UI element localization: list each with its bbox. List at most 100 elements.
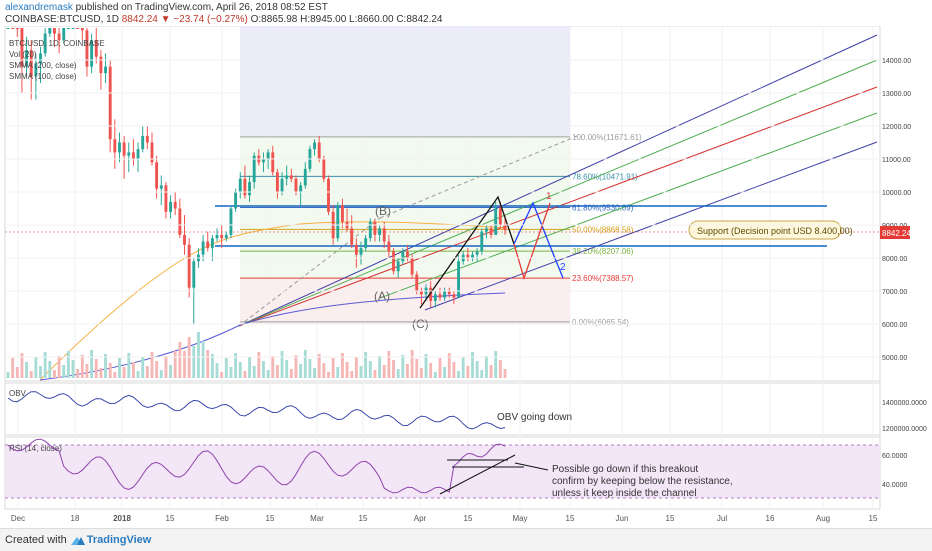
- candle-body: [192, 261, 196, 288]
- volume-bar: [243, 371, 247, 378]
- volume-bar: [378, 356, 382, 378]
- volume-bar: [15, 367, 19, 378]
- x-tick-label: 16: [766, 514, 775, 523]
- rsi-note-line1: Possible go down if this breakout: [552, 464, 698, 475]
- fib-level-label: 100.00%(11671.61): [572, 133, 642, 142]
- y-tick-label: 11000.00: [882, 157, 911, 164]
- y-tick-label: 7000.00: [882, 289, 907, 296]
- x-tick-label: 15: [566, 514, 575, 523]
- volume-bar: [215, 363, 219, 378]
- rsi-title: RSI (14, close): [9, 444, 62, 453]
- volume-bar: [280, 351, 284, 378]
- candle-body: [271, 152, 275, 173]
- obv-indicator: OBV OBV going down 1400000.0000 1200000.…: [7, 389, 927, 433]
- candle-body: [215, 234, 219, 239]
- candle-body: [66, 28, 70, 29]
- candle-body: [201, 241, 205, 255]
- last-price-tag-text: 8842.24: [882, 229, 911, 238]
- volume-bar: [382, 365, 386, 378]
- fibonacci-retracement: 100.00%(11671.61) 78.60%(10471.91) 61.80%(…: [240, 133, 642, 327]
- chart-legend: BTC/USD, 1D, COINBASE Vol (20) SMMA (200…: [9, 39, 105, 81]
- x-tick-label: Jun: [616, 514, 629, 523]
- volume-bar: [438, 358, 442, 378]
- volume-bar: [62, 365, 66, 378]
- volume-bar: [104, 354, 107, 378]
- candle-body: [489, 228, 493, 235]
- volume-bar: [271, 356, 275, 378]
- wave-2-label: 2: [560, 262, 566, 273]
- fib-level-label: 78.60%(10471.91): [572, 172, 638, 181]
- volume-bar: [210, 354, 214, 378]
- fib-level-label: 50.00%(8868.58): [572, 225, 634, 234]
- candle-body: [280, 178, 284, 192]
- candle-body: [443, 291, 447, 298]
- volume-bar: [266, 370, 270, 378]
- close-price: C:8842.24: [396, 14, 443, 25]
- candle-body: [113, 139, 117, 153]
- author-link[interactable]: alexandremask: [5, 2, 73, 13]
- price-chart[interactable]: 100.00%(11671.61) 78.60%(10471.91) 61.80%(…: [0, 26, 932, 528]
- candle-body: [387, 241, 391, 252]
- last-price: 8842.24: [121, 14, 158, 25]
- candle-body: [71, 28, 75, 29]
- rsi-indicator: RSI (14, close) Possible go down if this…: [5, 438, 907, 499]
- candle-body: [155, 162, 159, 189]
- candle-body: [57, 33, 61, 41]
- volume-bar: [131, 362, 135, 378]
- volume-bar: [433, 372, 437, 378]
- candle-body: [39, 53, 42, 64]
- volume-bar: [489, 365, 493, 378]
- volume-bar: [113, 372, 117, 378]
- volume-bar: [406, 364, 409, 378]
- volume-bar: [248, 357, 251, 378]
- candle-body: [373, 221, 377, 235]
- candle-body: [452, 294, 456, 298]
- volume-bar: [299, 364, 303, 378]
- volume-bar: [145, 366, 149, 378]
- candle-body: [289, 175, 293, 179]
- open-price: O:8865.98: [250, 14, 298, 25]
- candle-body: [136, 149, 140, 159]
- volume-bar: [303, 350, 307, 378]
- volume-bar: [313, 368, 317, 378]
- candle-body: [6, 28, 10, 29]
- volume-bar: [447, 353, 451, 378]
- fib-level-label: 61.80%(9530.09): [572, 204, 634, 213]
- legend-symbol: BTC/USD, 1D, COINBASE: [9, 39, 105, 48]
- volume-bar: [396, 369, 400, 378]
- volume-bar: [25, 362, 29, 378]
- candle-body: [48, 28, 52, 34]
- candle-body: [94, 40, 98, 57]
- fib-upper-shade: [240, 26, 570, 136]
- candle-body: [173, 201, 177, 209]
- candle-body: [327, 178, 330, 212]
- y-tick-label: 12000.00: [882, 124, 911, 131]
- y-tick-label: 14000.00: [882, 58, 911, 65]
- x-tick-label: 15: [166, 514, 175, 523]
- candle-body: [498, 208, 502, 225]
- volume-bar: [20, 353, 24, 378]
- volume-bar: [429, 363, 433, 378]
- obv-note: OBV going down: [497, 412, 572, 423]
- candle-body: [104, 66, 107, 74]
- volume-bar: [308, 359, 312, 378]
- y-tick-label: 5000.00: [882, 355, 907, 362]
- tradingview-logo-icon: [70, 536, 85, 545]
- candle-body: [447, 291, 451, 295]
- volume-bar: [289, 369, 293, 378]
- obv-tick-high: 1400000.0000: [882, 400, 927, 407]
- candle-body: [76, 28, 80, 29]
- fib-level-label: 23.60%(7388.57): [572, 274, 634, 283]
- footer-bar: Created with TradingView: [0, 528, 932, 551]
- candle-body: [224, 234, 228, 239]
- fib-level-label: 38.20%(8207.06): [572, 247, 634, 256]
- candle-body: [122, 142, 126, 156]
- candle-body: [480, 231, 484, 252]
- candle-body: [15, 28, 19, 29]
- candle-body: [322, 159, 326, 179]
- x-tick-label: Dec: [11, 514, 25, 523]
- volume-bar: [90, 350, 94, 378]
- legend-vol: Vol (20): [9, 50, 37, 59]
- tradingview-brand-link[interactable]: TradingView: [86, 534, 152, 546]
- candle-body: [85, 30, 89, 67]
